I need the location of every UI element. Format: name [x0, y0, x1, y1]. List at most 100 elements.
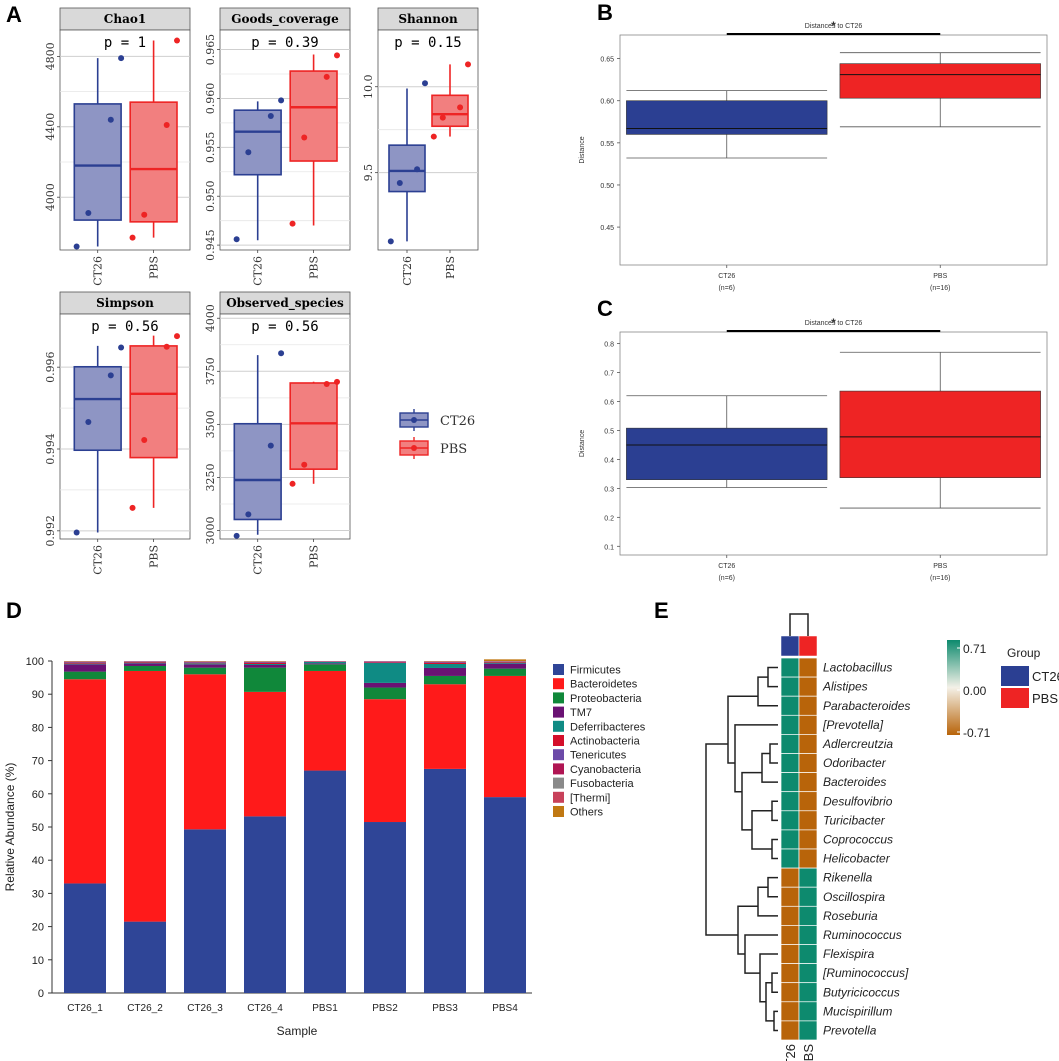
y-axis-label: Distance	[579, 430, 586, 457]
data-point	[334, 52, 340, 59]
facet-plot-area	[377, 29, 479, 251]
box-body	[289, 70, 338, 162]
stacked-bar-segment	[364, 699, 406, 823]
box-body	[129, 345, 178, 459]
color-scale-label: -0.71	[963, 726, 991, 740]
x-tick-label: CT26	[92, 256, 105, 286]
box-body	[73, 103, 122, 221]
row-label: Lactobacillus	[823, 661, 892, 675]
stacked-bar-segment	[124, 663, 166, 666]
stacked-bar-segment	[424, 663, 466, 668]
stacked-bar-segment	[244, 691, 286, 817]
row-dendrogram-branch	[765, 981, 774, 1022]
y-tick-label: 0.45	[600, 225, 614, 232]
y-tick-label: 3500	[204, 410, 217, 438]
x-tick-label: PBS2	[372, 1003, 398, 1014]
heatmap-cell	[798, 657, 818, 678]
y-tick-label: 4400	[44, 113, 57, 141]
y-tick-label: 20	[32, 922, 44, 934]
data-point	[118, 344, 125, 351]
group-legend-swatch	[1001, 688, 1029, 708]
stacked-bar-segment	[124, 665, 166, 671]
y-tick-label: 0.994	[44, 433, 57, 465]
stacked-bar-segment	[64, 664, 106, 672]
stacked-bar-segment	[304, 670, 346, 771]
legend-swatch	[553, 706, 564, 718]
data-point	[163, 122, 170, 129]
stacked-bar-segment	[424, 662, 466, 664]
group-legend-title: Group	[1007, 646, 1041, 660]
row-dendrogram-branch	[734, 724, 778, 793]
heatmap-cell	[798, 1001, 818, 1022]
legend-label: Fusobacteria	[570, 778, 634, 790]
data-point	[457, 104, 464, 111]
row-dendrogram-branch	[767, 876, 778, 898]
data-point	[323, 381, 330, 388]
stacked-bar-segment	[484, 661, 526, 663]
stacked-bar-segment	[484, 797, 526, 993]
row-label: Adlercreutzia	[822, 737, 893, 751]
row-label: Coprococcus	[823, 832, 893, 846]
row-dendrogram-branch	[769, 743, 778, 764]
data-point	[465, 61, 471, 68]
data-point	[334, 378, 340, 385]
legend-swatch	[553, 791, 564, 803]
x-tick-label: CT26_2	[127, 1003, 163, 1014]
heatmap-cell	[798, 944, 818, 964]
panel-label-d: D	[6, 598, 22, 623]
column-color-bar	[780, 635, 800, 657]
data-point	[129, 234, 136, 241]
heatmap-cell	[780, 657, 800, 678]
y-tick-label: 70	[32, 756, 44, 768]
y-tick-label: 0.955	[204, 132, 217, 164]
data-point	[245, 149, 252, 156]
row-label: Alistipes	[822, 680, 868, 694]
data-point	[129, 504, 136, 511]
y-tick-label: 0.4	[604, 457, 614, 464]
y-tick-label: 0.950	[204, 180, 217, 212]
facet-title: Observed_species	[226, 296, 344, 311]
data-point	[73, 529, 80, 536]
row-label: Bacteroides	[823, 775, 886, 789]
y-tick-label: 0.8	[604, 342, 614, 349]
stacked-bar-segment	[184, 661, 226, 663]
x-tick-label: CT26	[92, 545, 105, 575]
legend-swatch	[553, 749, 564, 761]
x-tick-n: (n=16)	[930, 575, 950, 582]
stacked-bar-segment	[184, 663, 226, 665]
stacked-bar-segment	[64, 662, 106, 664]
x-tick-label: PBS	[148, 545, 161, 568]
y-tick-label: 4000	[44, 183, 57, 211]
stacked-bar-segment	[424, 768, 466, 993]
stacked-bar-segment	[364, 661, 406, 663]
heatmap-cell	[780, 791, 800, 812]
heatmap-cell	[798, 810, 818, 831]
heatmap-cell	[780, 982, 800, 1003]
column-dendrogram	[789, 613, 809, 636]
y-tick-label: 0.992	[44, 515, 57, 547]
y-tick-label: 4000	[204, 304, 217, 332]
legend-swatch	[553, 806, 564, 817]
box-body	[839, 390, 1041, 478]
facet-title: Shannon	[398, 12, 458, 26]
data-point	[163, 343, 170, 350]
legend-label: Deferribacteres	[570, 721, 646, 733]
stacked-bar-segment	[184, 829, 226, 993]
y-tick-label: 80	[32, 722, 44, 734]
box-body	[431, 94, 469, 128]
y-tick-label: 30	[32, 888, 44, 900]
box-body	[73, 365, 122, 452]
data-point	[267, 442, 274, 449]
significance-star: *	[831, 19, 836, 33]
stacked-bar-segment	[424, 684, 466, 769]
stacked-bar-segment	[124, 921, 166, 993]
stacked-bar-segment	[64, 661, 106, 663]
data-point	[430, 133, 437, 140]
heatmap-cell	[798, 848, 818, 869]
heatmap-cell	[780, 944, 800, 964]
x-tick-label: PBS1	[312, 1003, 338, 1014]
stacked-bar-segment	[424, 667, 466, 676]
x-tick-label: PBS	[933, 563, 947, 570]
row-label: Desulfovibrio	[823, 794, 893, 808]
heatmap-cell	[798, 886, 818, 907]
